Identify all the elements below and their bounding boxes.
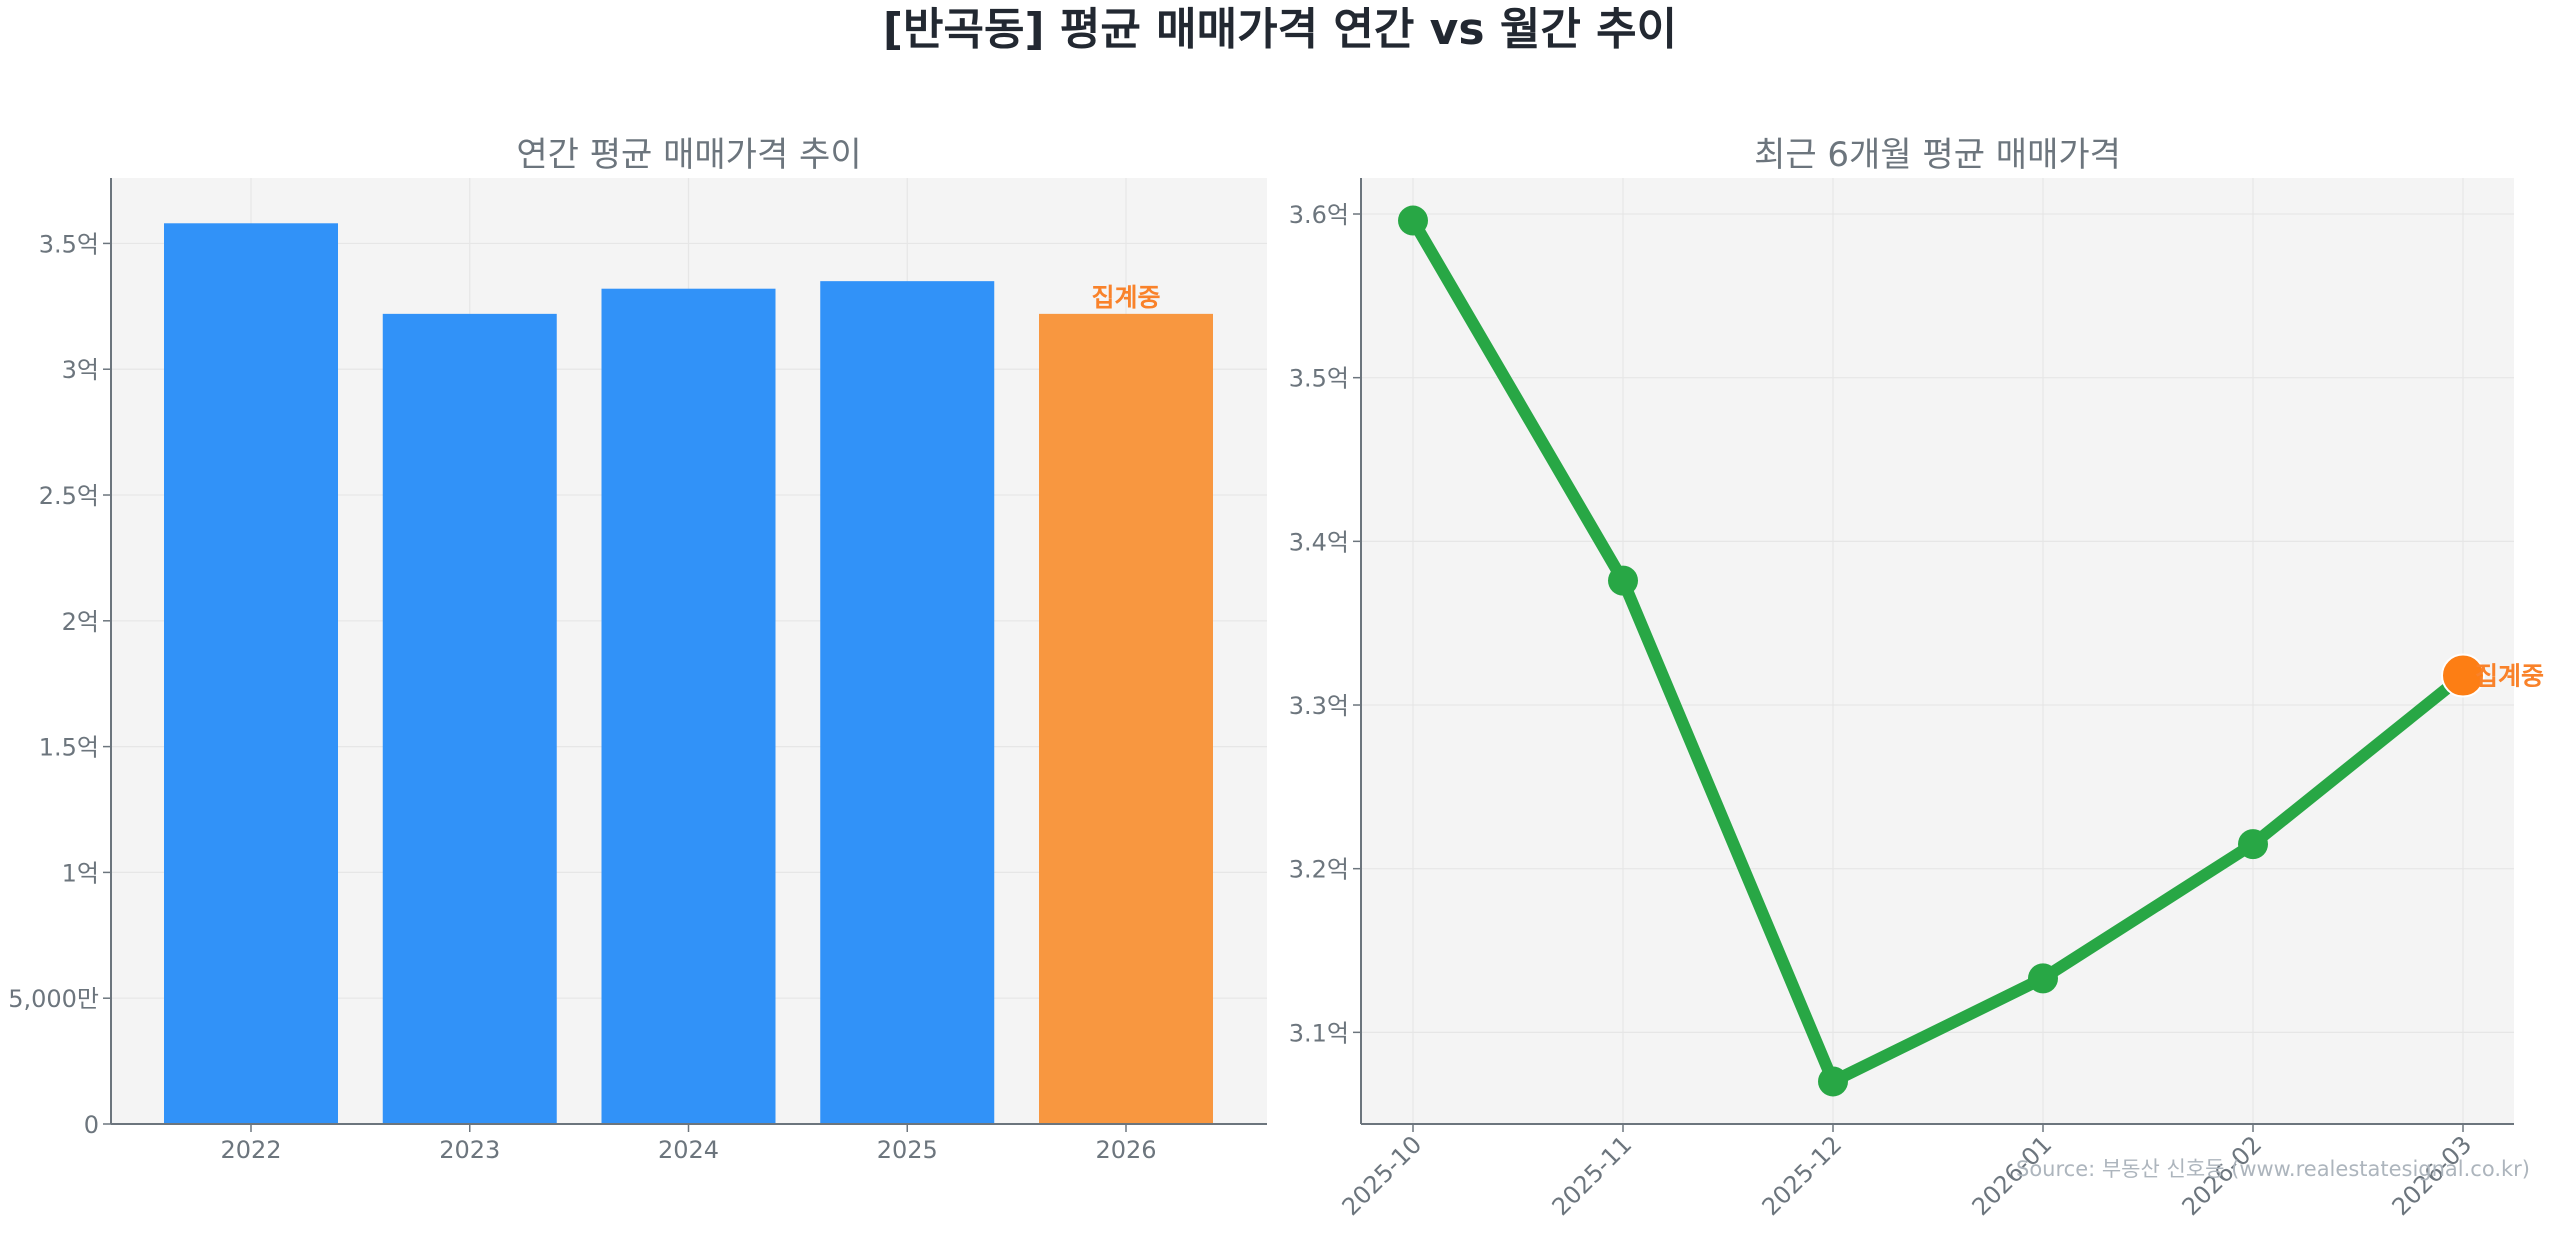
data-point-2025-12 <box>1818 1066 1848 1097</box>
in-progress-label: 집계중 <box>1091 283 1160 312</box>
x-tick-label: 2023 <box>439 1136 500 1164</box>
x-tick-label: 2022 <box>220 1136 281 1164</box>
y-tick-label: 3억 <box>62 356 99 384</box>
y-tick-label: 3.5억 <box>1289 365 1349 393</box>
data-point-2025-11 <box>1608 565 1638 596</box>
x-tick-label: 2026 <box>1095 1136 1156 1164</box>
y-tick-label: 5,000만 <box>8 985 99 1013</box>
y-tick-label: 3.5억 <box>39 230 99 258</box>
x-tick-label: 2024 <box>658 1136 719 1164</box>
y-tick-label: 1억 <box>62 859 99 887</box>
y-tick-label: 0 <box>84 1111 99 1139</box>
x-tick-label: 2025 <box>877 1136 938 1164</box>
x-tick-label: 2025-11 <box>1547 1130 1638 1221</box>
y-tick-label: 3.2억 <box>1289 856 1349 884</box>
data-point-2025-10 <box>1398 205 1428 236</box>
source-caption: Source: 부동산 신호등 (www.realestatesignal.co… <box>2016 1157 2530 1181</box>
bar-2026 <box>1039 313 1213 1124</box>
y-tick-label: 2억 <box>62 608 99 636</box>
monthly-chart-title: 최근 6개월 평균 매매가격 <box>1754 135 2121 175</box>
x-tick-label: 2025-10 <box>1337 1130 1428 1221</box>
y-tick-label: 3.3억 <box>1289 692 1349 720</box>
y-tick-label: 2.5억 <box>39 482 99 510</box>
bar-2023 <box>382 313 557 1124</box>
annual-bar-chart: 0 5,000만 1억 1.5억 2억 2.5억 3억 3.5억 2022 2023 2024 202… <box>8 135 1267 1164</box>
bar-2022 <box>164 223 338 1124</box>
in-progress-label: 집계중 <box>2475 662 2544 691</box>
plot-area <box>1361 178 2514 1124</box>
y-tick-label: 1.5억 <box>39 734 99 762</box>
data-point-2026-02 <box>2238 829 2268 860</box>
annual-chart-title: 연간 평균 매매가격 추이 <box>516 135 861 175</box>
y-tick-label: 3.1억 <box>1289 1019 1349 1047</box>
bar-2024 <box>601 288 776 1124</box>
in-progress-marker <box>2441 653 2485 698</box>
y-tick-label: 3.4억 <box>1289 528 1349 556</box>
y-tick-label: 3.6억 <box>1289 201 1349 229</box>
x-tick-label: 2025-12 <box>1757 1130 1848 1221</box>
bar-2025 <box>820 281 995 1124</box>
data-point-2026-01 <box>2028 963 2058 994</box>
price-line <box>1407 214 2469 1088</box>
figure-title: [반곡동] 평균 매매가격 연간 vs 월간 추이 <box>882 4 1678 55</box>
